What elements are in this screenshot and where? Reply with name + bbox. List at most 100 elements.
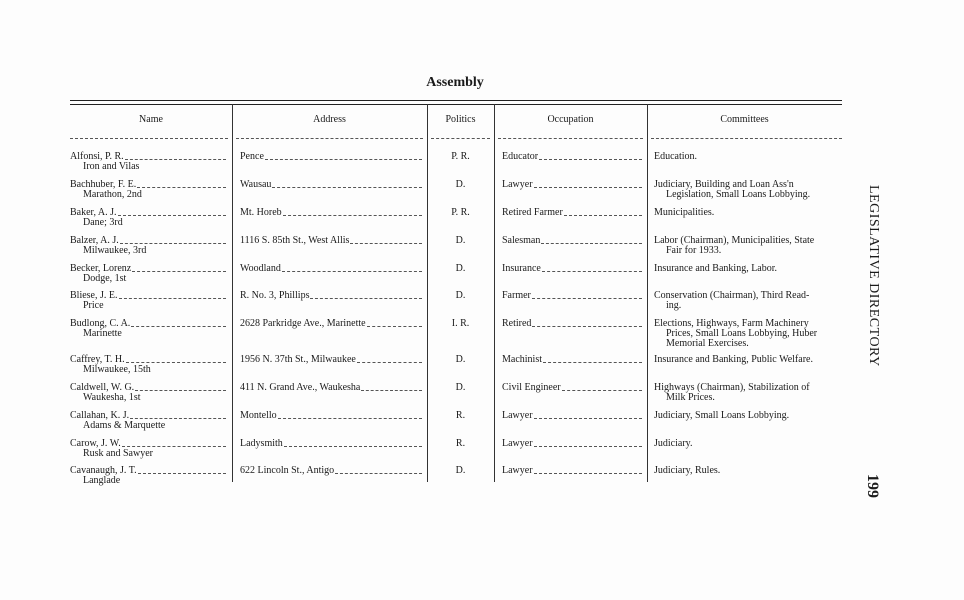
member-committees: Highways (Chairman), Stabilization of Mil… <box>654 383 844 403</box>
member-politics: R. <box>455 438 466 449</box>
member-committees: Judiciary. <box>654 439 844 449</box>
dot-leader <box>533 417 642 419</box>
member-name-text: Cavanaugh, J. T. <box>70 465 137 476</box>
member-address-text: R. No. 3, Phillips <box>240 290 310 301</box>
dot-leader <box>533 186 642 188</box>
dot-leader <box>561 389 642 391</box>
page-title: Assembly <box>426 75 484 90</box>
dot-leader <box>350 242 422 244</box>
header-rule <box>236 138 423 139</box>
committee-line: Insurance and Banking, Labor. <box>654 263 778 274</box>
member-name: Balzer, A. J. <box>70 236 226 246</box>
member-district: Price <box>83 300 104 311</box>
member-politics: P. R. <box>451 207 470 218</box>
member-name: Baker, A. J. <box>70 208 226 218</box>
committee-line: Prices, Small Loans Lobbying, Huber <box>666 328 818 339</box>
dot-leader <box>539 158 642 160</box>
dot-leader <box>118 297 226 299</box>
member-occupation-text: Retired Farmer <box>502 207 563 218</box>
dot-leader <box>531 297 642 299</box>
member-address: Pence <box>240 152 422 162</box>
member-name-text: Balzer, A. J. <box>70 235 119 246</box>
member-district: Waukesha, 1st <box>83 392 141 403</box>
member-occupation: Lawyer <box>502 180 642 190</box>
dot-leader <box>283 445 422 447</box>
member-district: Milwaukee, 3rd <box>83 245 147 256</box>
header-rule <box>431 138 490 139</box>
member-occupation-text: Machinist <box>502 354 542 365</box>
member-name: Becker, Lorenz <box>70 264 226 274</box>
dot-leader <box>135 389 226 391</box>
side-running-title: LEGISLATIVE DIRECTORY <box>866 185 881 367</box>
member-occupation-text: Salesman <box>502 235 541 246</box>
dot-leader <box>356 361 422 363</box>
committee-line: Municipalities. <box>654 207 715 218</box>
dot-leader <box>130 417 226 419</box>
dot-leader <box>131 325 226 327</box>
dot-leader <box>543 361 642 363</box>
member-district: Iron and Vilas <box>83 161 140 172</box>
member-address: Wausau <box>240 180 422 190</box>
member-politics: D. <box>455 179 466 190</box>
member-name-text: Bachhuber, F. E. <box>70 179 137 190</box>
member-name: Cavanaugh, J. T. <box>70 466 226 476</box>
dot-leader <box>533 472 642 474</box>
member-committees: Conservation (Chairman), Third Read-ing. <box>654 291 844 311</box>
member-occupation: Insurance <box>502 264 642 274</box>
member-occupation-text: Retired <box>502 318 532 329</box>
member-address: 411 N. Grand Ave., Waukesha <box>240 383 422 393</box>
dot-leader <box>121 445 226 447</box>
member-name-text: Baker, A. J. <box>70 207 117 218</box>
dot-leader <box>119 242 226 244</box>
dot-leader <box>532 325 642 327</box>
header-rule <box>651 138 842 139</box>
member-committees: Labor (Chairman), Municipalities, State F… <box>654 236 844 256</box>
member-occupation-text: Lawyer <box>502 410 533 421</box>
member-address-text: Ladysmith <box>240 438 283 449</box>
member-address-text: 1116 S. 85th St., West Allis <box>240 235 350 246</box>
member-name-text: Alfonsi, P. R. <box>70 151 124 162</box>
member-name: Bachhuber, F. E. <box>70 180 226 190</box>
member-committees: Education. <box>654 152 844 162</box>
dot-leader <box>361 389 422 391</box>
member-occupation: Machinist <box>502 355 642 365</box>
member-occupation: Retired Farmer <box>502 208 642 218</box>
member-address-text: 622 Lincoln St., Antigo <box>240 465 335 476</box>
header-address: Address <box>313 114 346 125</box>
dot-leader <box>137 472 226 474</box>
committee-line: Conservation (Chairman), Third Read- <box>654 290 810 301</box>
member-address: 2628 Parkridge Ave., Marinette <box>240 319 422 329</box>
member-address-text: Montello <box>240 410 277 421</box>
member-occupation: Lawyer <box>502 466 642 476</box>
committee-line: ing. <box>666 300 682 311</box>
member-politics: D. <box>455 235 466 246</box>
committee-line: Judiciary, Small Loans Lobbying. <box>654 410 790 421</box>
member-committees: Judiciary, Small Loans Lobbying. <box>654 411 844 421</box>
member-address: Woodland <box>240 264 422 274</box>
committee-line: Memorial Exercises. <box>666 338 749 349</box>
member-address: Mt. Horeb <box>240 208 422 218</box>
committee-line: Insurance and Banking, Public Welfare. <box>654 354 813 365</box>
member-name-text: Becker, Lorenz <box>70 263 132 274</box>
committee-line: Judiciary, Building and Loan Ass'n <box>654 179 794 190</box>
rule-top <box>70 100 842 101</box>
column-divider <box>647 104 648 482</box>
member-politics: D. <box>455 354 466 365</box>
committee-line: Judiciary. <box>654 438 693 449</box>
member-occupation: Lawyer <box>502 411 642 421</box>
dot-leader <box>272 186 422 188</box>
dot-leader <box>533 445 642 447</box>
member-occupation: Farmer <box>502 291 642 301</box>
member-address-text: Wausau <box>240 179 272 190</box>
member-district: Langlade <box>83 475 121 486</box>
member-address-text: Pence <box>240 151 264 162</box>
member-address: Montello <box>240 411 422 421</box>
committee-line: Milk Prices. <box>666 392 715 403</box>
member-occupation-text: Lawyer <box>502 438 533 449</box>
member-district: Milwaukee, 15th <box>83 364 151 375</box>
member-politics: D. <box>455 465 466 476</box>
member-district: Rusk and Sawyer <box>83 448 153 459</box>
column-divider <box>427 104 428 482</box>
member-politics: D. <box>455 263 466 274</box>
member-occupation-text: Lawyer <box>502 179 533 190</box>
